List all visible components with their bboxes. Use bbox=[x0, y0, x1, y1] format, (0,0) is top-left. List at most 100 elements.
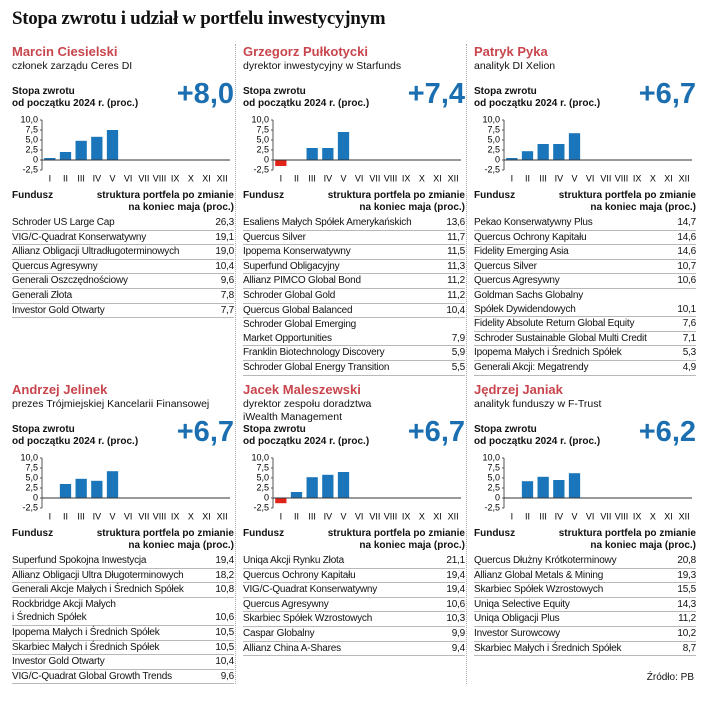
x-tick-label: VIII bbox=[153, 173, 167, 183]
table-row: VIG/C-Quadrat Konserwatywny 19,4 bbox=[243, 583, 465, 598]
fund-name: Pekao Konserwatywny Plus bbox=[474, 217, 593, 228]
fund-name: Uniqa Akcji Rynku Złota bbox=[243, 555, 345, 566]
table-body: Esaliens Małych Spółek Amerykańskich 13,6… bbox=[243, 216, 465, 376]
fund-share: 10,4 bbox=[446, 304, 465, 316]
fund-name: VIG/C-Quadrat Konserwatywny bbox=[12, 231, 147, 243]
x-tick-label: VIII bbox=[153, 511, 167, 521]
fund-name: Allianz Obligacji Ultradługoterminowych bbox=[12, 246, 180, 258]
bar bbox=[75, 140, 87, 160]
fund-share: 5,5 bbox=[451, 361, 466, 373]
table-row: Allianz Global Metals & Mining 19,3 bbox=[474, 569, 696, 584]
fund-share: 9,6 bbox=[220, 275, 235, 287]
y-tick-label: 2,5 bbox=[25, 144, 38, 154]
fund-name: Allianz China A-Shares bbox=[243, 642, 341, 654]
bar bbox=[59, 484, 72, 498]
x-tick-label: V bbox=[340, 173, 346, 183]
return-value: +6,7 bbox=[176, 416, 234, 448]
fund-share: 9,9 bbox=[451, 627, 466, 639]
fund-name: Quercus Silver bbox=[474, 260, 537, 272]
fund-share: 19,4 bbox=[446, 569, 465, 581]
person-role: dyrektor inwestycyjny w Starfunds bbox=[243, 60, 402, 72]
return-label: Stopa zwrotu od początku 2024 r. (proc.) bbox=[12, 424, 139, 447]
x-tick-label: IV bbox=[555, 173, 564, 183]
x-tick-label: VI bbox=[355, 511, 364, 521]
fund-share: 19,0 bbox=[215, 246, 234, 258]
table-row: Investor Gold Otwarty 7,7 bbox=[12, 304, 234, 319]
fund-share: 11,2 bbox=[447, 289, 465, 301]
x-tick-label: VIII bbox=[384, 511, 398, 521]
y-tick-label: -2,5 bbox=[253, 502, 269, 512]
fund-name: Allianz Global Metals & Mining bbox=[474, 569, 604, 581]
x-tick-label: X bbox=[188, 511, 194, 521]
table-row: Fidelity Emerging Asia 14,6 bbox=[474, 245, 696, 260]
panel: Patryk Pyka analityk DI Xelion Stopa zwrot… bbox=[474, 44, 696, 376]
table-row: Rockbridge Akcji Małych i Średnich Spółe… bbox=[12, 598, 234, 626]
table-row: Uniqa Selective Equity 14,3 bbox=[474, 598, 696, 613]
panel: Marcin Ciesielski członek zarządu Ceres D… bbox=[12, 44, 234, 374]
x-tick-label: III bbox=[77, 173, 85, 183]
fund-share: 7,9 bbox=[451, 332, 466, 344]
table-row: Skarbiec Spółek Wzrostowych 15,5 bbox=[474, 583, 696, 598]
fund-name: Esaliens Małych Spółek Amerykańskich bbox=[243, 217, 412, 228]
bar bbox=[322, 148, 334, 160]
table-body: Pekao Konserwatywny Plus 14,7 Quercus Ochr… bbox=[474, 216, 696, 376]
fund-share: 11,2 bbox=[447, 275, 465, 287]
y-tick-label: 2,5 bbox=[256, 144, 269, 154]
fund-name: Allianz PIMCO Global Bond bbox=[243, 275, 361, 287]
x-tick-label: X bbox=[419, 511, 425, 521]
x-tick-label: V bbox=[571, 511, 577, 521]
table-row: Fidelity Absolute Return Global Equity 7,… bbox=[474, 317, 696, 332]
table-row: Generali Akcje Małych i Średnich Spółek 1… bbox=[12, 583, 234, 598]
person-role: członek zarządu Ceres DI bbox=[12, 60, 133, 72]
fund-share: 9,6 bbox=[220, 670, 235, 682]
y-tick-label: -2,5 bbox=[253, 164, 269, 174]
y-tick-label: 10,0 bbox=[482, 114, 500, 124]
bar bbox=[75, 478, 87, 498]
x-tick-label: X bbox=[188, 173, 194, 183]
fund-share: 13,6 bbox=[446, 217, 465, 228]
x-tick-label: I bbox=[280, 511, 283, 521]
x-tick-label: IV bbox=[324, 173, 333, 183]
header-cell: Fundusz bbox=[474, 528, 516, 539]
bar bbox=[337, 132, 350, 160]
x-tick-label: III bbox=[77, 511, 85, 521]
fund-name: Schroder US Large Cap bbox=[12, 217, 115, 228]
header-cell: struktura portfela po zmianie na koniec … bbox=[558, 528, 696, 551]
y-tick-label: 0 bbox=[33, 492, 38, 502]
x-tick-label: II bbox=[525, 511, 530, 521]
x-tick-label: V bbox=[571, 173, 577, 183]
table-row: Quercus Agresywny 10,6 bbox=[474, 274, 696, 289]
panel: Jędrzej Janiak analityk funduszy w F-Trus… bbox=[474, 382, 696, 712]
fund-name: Franklin Biotechnology Discovery bbox=[243, 347, 385, 359]
x-tick-label: XI bbox=[664, 511, 673, 521]
fund-share: 15,5 bbox=[677, 584, 696, 596]
y-tick-label: 5,0 bbox=[487, 472, 500, 482]
y-tick-label: 7,5 bbox=[487, 124, 500, 134]
return-label: Stopa zwrotu od początku 2024 r. (proc.) bbox=[12, 86, 139, 109]
fund-share: 11,2 bbox=[678, 613, 696, 625]
y-tick-label: 7,5 bbox=[25, 124, 38, 134]
bar bbox=[44, 158, 56, 160]
fund-share: 14,6 bbox=[677, 246, 696, 258]
bar-chart: 10,07,55,02,50-2,5I II III IV V VI VII VIII IX X X… bbox=[251, 452, 461, 521]
header-cell: Fundusz bbox=[12, 528, 54, 539]
fund-share: 5,3 bbox=[682, 347, 697, 359]
x-tick-label: III bbox=[539, 173, 547, 183]
table-row: Caspar Globalny 9,9 bbox=[243, 627, 465, 642]
table-row: Schroder US Large Cap 26,3 bbox=[12, 216, 234, 231]
table-row: Allianz Obligacji Ultra Długoterminowych… bbox=[12, 569, 234, 584]
person-role: analityk DI Xelion bbox=[474, 60, 556, 72]
table-row: Quercus Dłużny Krótkoterminowy 20,8 bbox=[474, 554, 696, 569]
y-tick-label: 5,0 bbox=[25, 134, 38, 144]
y-tick-label: 10,0 bbox=[251, 452, 269, 462]
table-body: Schroder US Large Cap 26,3 VIG/C-Quadrat K… bbox=[12, 216, 235, 319]
bar-chart: 10,07,55,02,50-2,5I II III IV V VI VII VIII IX X X… bbox=[482, 452, 692, 521]
table-body: Superfund Spokojna Inwestycja 19,4 Allianz… bbox=[12, 554, 235, 685]
infographic: Stopa zwrotu i udział w portfelu inwesty… bbox=[12, 8, 696, 685]
x-tick-label: I bbox=[49, 173, 52, 183]
x-tick-label: XII bbox=[679, 173, 690, 183]
person-name: Andrzej Jelinek bbox=[12, 382, 108, 397]
fund-name: Skarbiec Małych i Średnich Spółek bbox=[12, 641, 160, 653]
x-tick-label: II bbox=[63, 511, 68, 521]
fund-name: Generali Złota bbox=[12, 289, 73, 301]
